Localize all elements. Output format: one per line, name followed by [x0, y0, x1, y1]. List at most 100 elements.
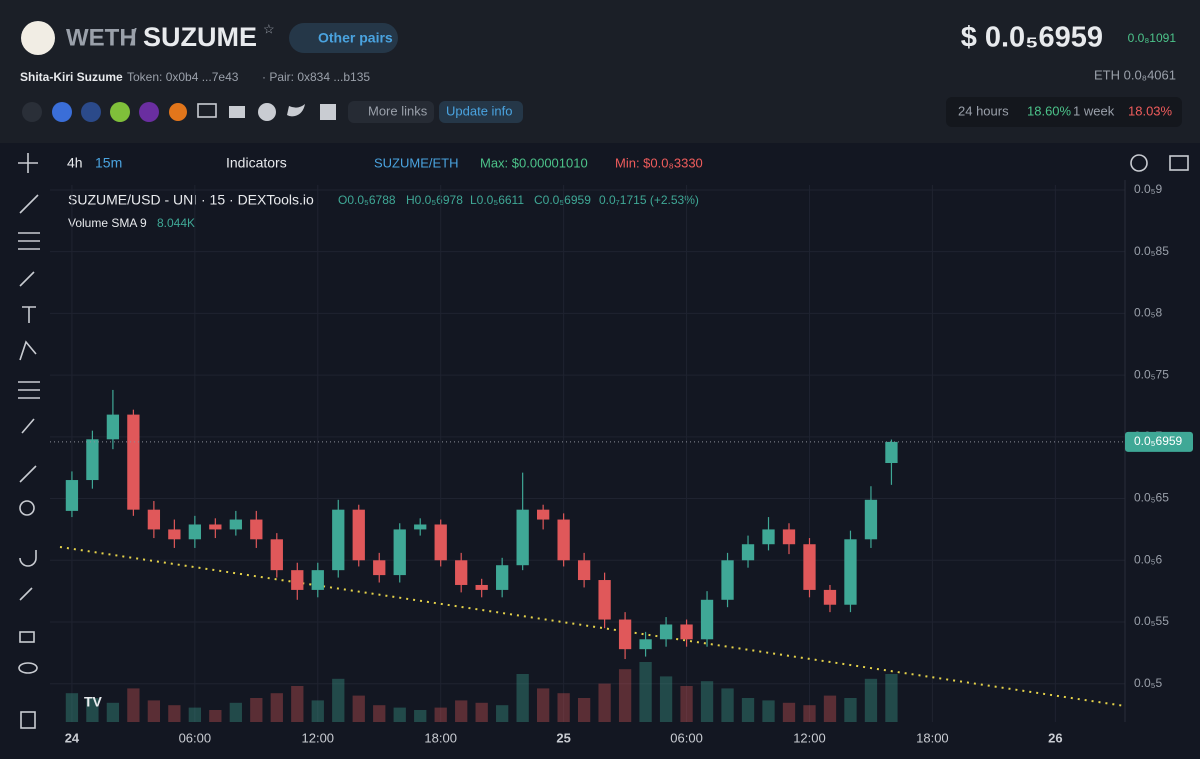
change-1: 18.60% [1027, 103, 1072, 118]
token-name: SUZUME [143, 22, 257, 52]
candle-body [557, 519, 570, 561]
volume-bar [639, 662, 652, 722]
pair-address[interactable]: · Pair: 0x834 ...b135 [262, 70, 370, 84]
candle-body [803, 544, 816, 590]
legend-change: 0.0₇1715 (+2.53%) [599, 193, 699, 207]
volume-bar [352, 695, 365, 722]
legend-high: H0.0₅6978 [406, 193, 463, 207]
volume-bar [414, 710, 427, 722]
candle-body [639, 639, 652, 650]
y-tick-label: 0.0₅8 [1134, 306, 1163, 320]
period-1: 24 hours [958, 103, 1009, 118]
volume-bar [823, 695, 837, 722]
more-links-label[interactable]: More links [368, 103, 428, 118]
candle-body [844, 539, 857, 605]
candle-body [455, 560, 468, 585]
volume-bar [598, 683, 611, 722]
volume-bar [762, 700, 775, 722]
settings-icon[interactable] [1130, 154, 1148, 172]
volume-bar [721, 688, 734, 722]
candle-body [577, 560, 591, 581]
x-tick-label: 26 [1048, 730, 1062, 745]
x-tick-label: 12:00 [302, 730, 335, 745]
candle-body [270, 539, 283, 571]
volume-bar [496, 705, 509, 722]
volume-bar [250, 698, 263, 722]
legend-open: O0.0₅6788 [338, 193, 396, 207]
y-tick-label: 0.0₅75 [1134, 367, 1169, 381]
volume-bar [659, 676, 673, 722]
volume-bar [188, 707, 201, 722]
x-tick-label: 12:00 [793, 730, 826, 745]
candle-body [127, 414, 140, 510]
candle-body [762, 529, 775, 545]
max-price: Max: $0.00001010 [480, 155, 588, 170]
candle-body [680, 624, 693, 640]
volume-bar [311, 700, 324, 722]
base-token: WETH [66, 24, 137, 51]
volume-bar [291, 686, 304, 722]
trend-line [59, 546, 1126, 707]
drawing-tools[interactable] [18, 153, 40, 729]
candle-body [864, 499, 878, 540]
volume-bar [741, 698, 755, 722]
candle-body [188, 524, 201, 540]
token-logo [21, 21, 55, 55]
x-tick-label: 18:00 [424, 730, 457, 745]
y-tick-label: 0.0₅65 [1134, 491, 1169, 505]
volume-bar [557, 693, 570, 722]
candle-body [229, 519, 242, 530]
more-links-button[interactable] [348, 101, 434, 123]
candle-body [86, 439, 99, 481]
volume-bar [65, 693, 79, 722]
interval-4h[interactable]: 4h [67, 155, 83, 171]
volume-bar [455, 700, 468, 722]
volume-bar [700, 681, 714, 722]
candle-body [352, 509, 365, 561]
volume-bar [680, 686, 693, 722]
candle-body [250, 519, 263, 540]
volume-bar [516, 674, 529, 722]
candle-body [659, 624, 673, 640]
candle-body [516, 509, 529, 566]
price-change: 0.0₈1091 [1128, 31, 1177, 45]
legend-symbol: SUZUME/USD - UNI · 15 · DEXTools.io [68, 192, 314, 208]
volume-bar [229, 702, 242, 722]
candle-body [106, 414, 120, 440]
token-address[interactable]: Token: 0x0b4 ...7e43 [127, 70, 239, 84]
chart-bg [0, 143, 1200, 759]
volume-bar [536, 688, 550, 722]
x-tick-label: 06:00 [670, 730, 703, 745]
x-tick-label: 06:00 [179, 730, 212, 745]
indicators[interactable]: Indicators [226, 155, 287, 171]
pair-switch[interactable]: SUZUME/ETH [374, 155, 459, 170]
candle-body [147, 509, 161, 530]
min-price: Min: $0.0₈3330 [615, 155, 703, 170]
camera-icon[interactable] [1169, 155, 1189, 171]
volume-sma: 8.044K [157, 216, 195, 230]
candle-body [782, 529, 796, 545]
social-icons[interactable] [22, 102, 336, 122]
other-pairs-label[interactable]: Other pairs [318, 30, 393, 46]
volume-legend: Volume SMA 9 [68, 216, 147, 230]
volume-bar [332, 678, 345, 722]
update-info-button[interactable] [439, 101, 523, 123]
x-tick-label: 25 [556, 730, 570, 745]
candle-body [496, 565, 509, 590]
candle-body [700, 599, 714, 640]
volume-bar [168, 705, 181, 722]
update-info-label[interactable]: Update info [446, 103, 513, 118]
y-tick-label: 0.0₅9 [1134, 182, 1163, 196]
legend-low: L0.0₅6611 [470, 193, 524, 207]
interval-15m[interactable]: 15m [95, 155, 122, 171]
candle-body [311, 570, 324, 590]
candle-body [65, 480, 79, 511]
star[interactable]: ☆ [263, 21, 275, 36]
volume-bar [106, 702, 120, 722]
volume-bar [475, 702, 488, 722]
y-tick-label: 0.0₅6 [1134, 552, 1163, 566]
price: $ 0.0₅6959 [961, 22, 1103, 54]
change-2: 18.03% [1128, 103, 1173, 118]
other-pairs-button[interactable] [289, 23, 398, 53]
